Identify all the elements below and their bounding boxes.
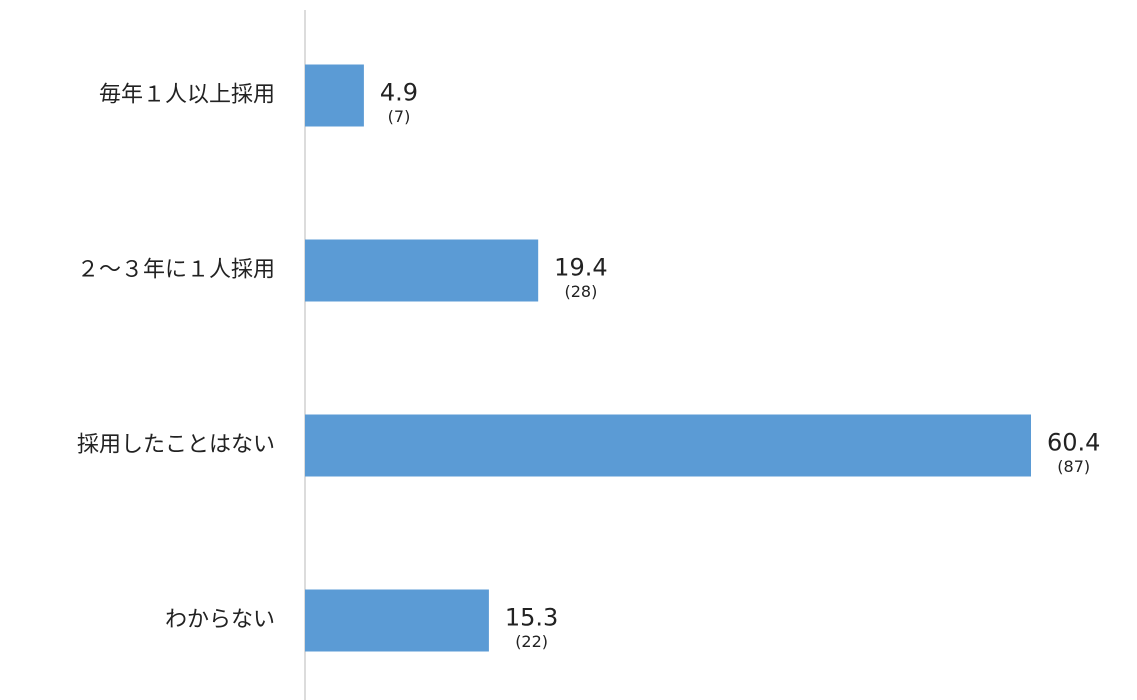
value-label: 4.9 [380,79,418,107]
bar [305,64,364,127]
value-label: 19.4 [554,254,607,282]
bar [305,414,1031,477]
count-label: (22) [515,632,548,651]
category-label: ２～３年に１人採用 [77,258,275,283]
count-label: (7) [388,107,411,126]
count-label: (28) [564,282,597,301]
category-label: わからない [165,608,275,633]
bar [305,589,489,652]
value-label: 15.3 [505,604,558,632]
value-label: 60.4 [1047,429,1100,457]
count-label: (87) [1057,457,1090,476]
category-label: 採用したことはない [77,433,275,458]
category-label: 毎年１人以上採用 [99,83,275,108]
bar [305,239,539,302]
